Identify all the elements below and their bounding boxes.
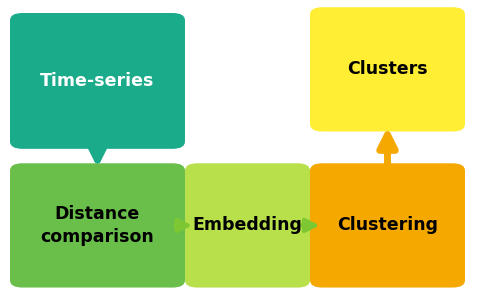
FancyBboxPatch shape [310,163,465,288]
FancyBboxPatch shape [10,13,185,149]
Text: Distance
comparison: Distance comparison [40,205,154,246]
Text: Time-series: Time-series [40,72,154,90]
FancyBboxPatch shape [10,163,185,288]
FancyBboxPatch shape [185,163,310,288]
FancyBboxPatch shape [310,7,465,131]
Text: Clustering: Clustering [337,216,438,234]
Text: Embedding: Embedding [192,216,302,234]
Text: Clusters: Clusters [347,60,428,78]
